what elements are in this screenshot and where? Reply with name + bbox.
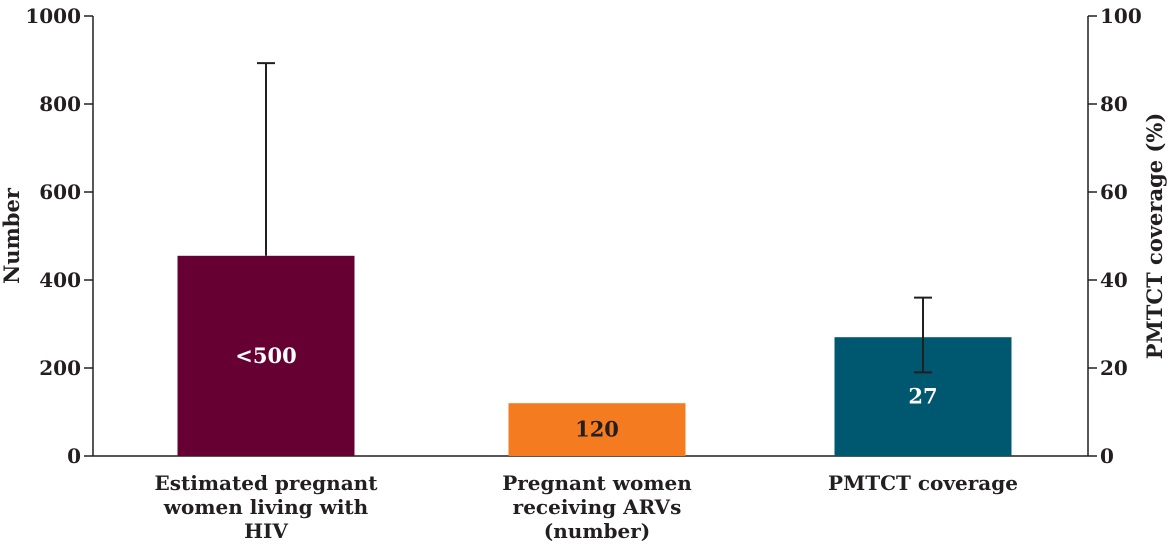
right-axis-title: PMTCT coverage (%) [1142, 113, 1167, 360]
bar [177, 255, 355, 456]
left-tick-label: 0 [67, 444, 81, 468]
category-label: receiving ARVs [513, 495, 682, 519]
right-tick-label: 100 [1100, 4, 1142, 28]
right-tick-label: 80 [1100, 92, 1128, 116]
category-label: HIV [244, 519, 288, 543]
left-tick-label: 600 [39, 180, 81, 204]
left-axis-title: Number [0, 187, 24, 284]
right-tick-label: 60 [1100, 180, 1128, 204]
category-label: Estimated pregnant [155, 471, 379, 495]
plot-area: 0 200 400 600 800 1000 0 20 40 60 80 100 Number PMTCT… [0, 4, 1167, 543]
left-tick-label: 1000 [25, 4, 81, 28]
right-tick-label: 20 [1100, 356, 1128, 380]
category-label: PMTCT coverage [828, 471, 1018, 495]
data-label: <500 [235, 343, 296, 368]
bar [508, 403, 686, 456]
category-label: women living with [163, 495, 369, 519]
category-label: (number) [544, 519, 650, 543]
left-tick-label: 200 [39, 356, 81, 380]
right-tick-label: 40 [1100, 268, 1128, 292]
left-tick-label: 400 [39, 268, 81, 292]
data-label: 120 [575, 417, 619, 442]
left-tick-label: 800 [39, 92, 81, 116]
category-label: Pregnant women [502, 471, 692, 495]
right-tick-label: 0 [1100, 444, 1114, 468]
data-label: 27 [908, 384, 937, 409]
